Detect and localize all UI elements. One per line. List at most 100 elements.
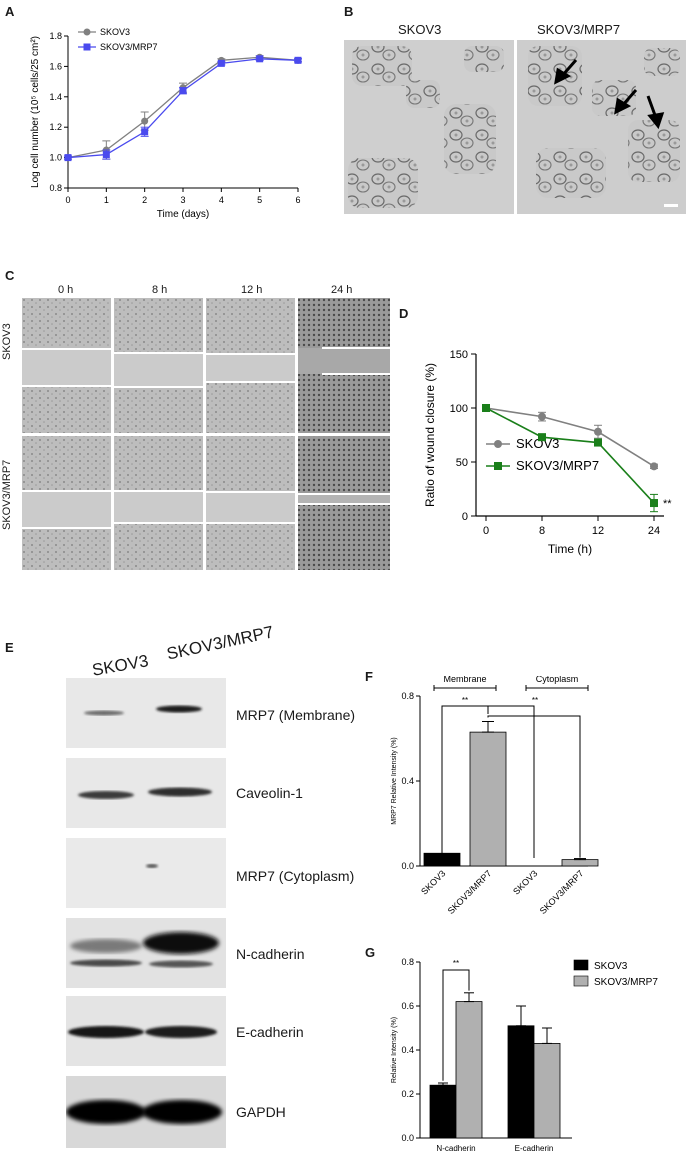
data-point [294,56,302,64]
panel-letter-c: C [5,268,15,283]
chart-d-wound-closure: 0 8 12 24 0 50 100 150 Time (h) Ratio of wound cl… [423,349,672,556]
y-tick-label: 1.2 [49,122,62,132]
x-tick-label: 3 [180,195,185,205]
legend-marker [83,43,91,51]
x-tick-label: SKOV3/MRP7 [446,868,494,916]
time-label-8h: 8 h [152,284,168,296]
y-axis-title: Relative Intensity (%) [391,1017,398,1083]
western-blot-panel [66,678,226,1148]
data-point [538,433,546,442]
arrow-icon [614,89,638,115]
time-label-12h: 12 h [241,284,263,296]
significance-marker: ** [453,959,459,968]
panel-letter-f: F [365,669,373,684]
wound-image-skov3-24h [298,298,390,433]
legend-label: SKOV3 [594,961,628,972]
bar [533,1043,561,1139]
wound-image-skov3-mrp7-8h [114,436,203,570]
time-label-0h: 0 h [58,284,74,296]
wound-image-skov3-0h [22,298,111,433]
panel-letter-g: G [365,945,376,960]
protein-label-mrp7-membrane: MRP7 (Membrane) [236,707,356,723]
bar [561,859,599,867]
y-axis-title: Log cell number (10⁵ cells/25 cm²) [30,36,41,188]
time-label-24h: 24 h [331,284,353,296]
y-tick-label: 0.0 [401,1133,414,1143]
protein-label-caveolin-1: Caveolin-1 [236,785,303,801]
data-point [650,462,658,471]
legend-label: SKOV3 [516,436,559,451]
bar [469,731,507,867]
micrograph-cell-morphology [344,40,686,214]
blot-strip-e-cadherin [66,996,226,1066]
chart-f-mrp7-intensity: 0.0 0.4 0.8 MRP7 Relative Intensity (%) SKOV… [391,676,599,916]
bar [429,1084,457,1139]
y-tick-label: 0 [462,511,468,523]
x-axis-title: Time (days) [157,209,209,220]
blot-strip-mrp7-cytoplasm [66,838,226,908]
group-label: Membrane [443,676,486,684]
significance-bracket [442,969,470,1081]
y-tick-label: 0.8 [401,957,414,967]
series-line-2 [67,58,299,159]
micrograph-label-skov3: SKOV3 [398,22,442,37]
series-line-1 [67,56,299,159]
data-point [594,438,602,447]
wound-image-skov3-8h [114,298,203,433]
x-tick-label: 1 [104,195,109,205]
legend-label: SKOV3/MRP7 [100,42,158,52]
cell-clusters-skov3 [348,46,504,208]
legend-swatch [573,975,589,987]
panel-letter-a: A [5,4,15,19]
y-axis-title: MRP7 Relative Intensity (%) [391,737,398,825]
x-tick-label: 0 [65,195,70,205]
wound-image-skov3-12h [206,298,295,433]
x-tick-label: SKOV3 [419,868,447,896]
chart-g-cadherin-intensity: 0.0 0.2 0.4 0.6 0.8 Relative Intensity (%) N-c… [391,957,658,1153]
x-tick-label: 4 [219,195,224,205]
y-tick-label: 0.0 [401,861,414,871]
legend-marker [494,462,502,470]
wound-image-skov3-mrp7-0h [22,436,111,570]
legend-label: SKOV3 [100,27,130,37]
x-tick-label: N-cadherin [436,1144,475,1153]
y-tick-label: 100 [450,403,468,415]
blot-lane-label-skov3-mrp7: SKOV3/MRP7 [165,622,276,664]
arrow-icon [646,95,665,130]
y-axis-title: Ratio of wound closure (%) [423,363,437,507]
error-bar [438,1082,448,1086]
y-tick-label: 1.0 [49,153,62,163]
error-bar [482,721,494,733]
error-bar [542,1027,552,1044]
series-line-2 [485,407,655,504]
error-bar [516,1005,526,1027]
x-tick-label: 0 [483,525,489,537]
legend-label: SKOV3/MRP7 [594,977,658,988]
x-tick-label: 6 [295,195,300,205]
significance-marker: ** [462,696,468,705]
micrograph-label-skov3-mrp7: SKOV3/MRP7 [537,22,621,37]
x-tick-label: SKOV3 [511,868,539,896]
x-tick-label: 24 [648,525,660,537]
protein-label-n-cadherin: N-cadherin [236,946,305,962]
y-tick-label: 0.2 [401,1089,414,1099]
data-point [217,59,225,67]
data-point [141,117,149,125]
x-tick-label: 5 [257,195,262,205]
y-tick-label: 0.8 [49,183,62,193]
wound-image-skov3-mrp7-12h [206,436,295,570]
y-tick-label: 0.4 [401,1045,414,1055]
blot-strip-caveolin-1 [66,758,226,828]
bar [507,1025,535,1139]
x-tick-label: 2 [142,195,147,205]
significance-bracket [487,715,581,858]
x-axis-title: Time (h) [548,542,592,556]
y-tick-label: 0.4 [401,776,414,786]
y-tick-label: 50 [456,457,468,469]
data-point [594,427,602,436]
blot-lane-label-skov3: SKOV3 [90,651,150,680]
chart-a-growth-curve: 0 1 2 3 4 5 6 0.8 1.0 1.2 1.4 1.6 1.8 Time (days) Log … [30,27,302,220]
x-tick-label: 12 [592,525,604,537]
error-bar [574,858,586,861]
data-point [179,87,187,95]
